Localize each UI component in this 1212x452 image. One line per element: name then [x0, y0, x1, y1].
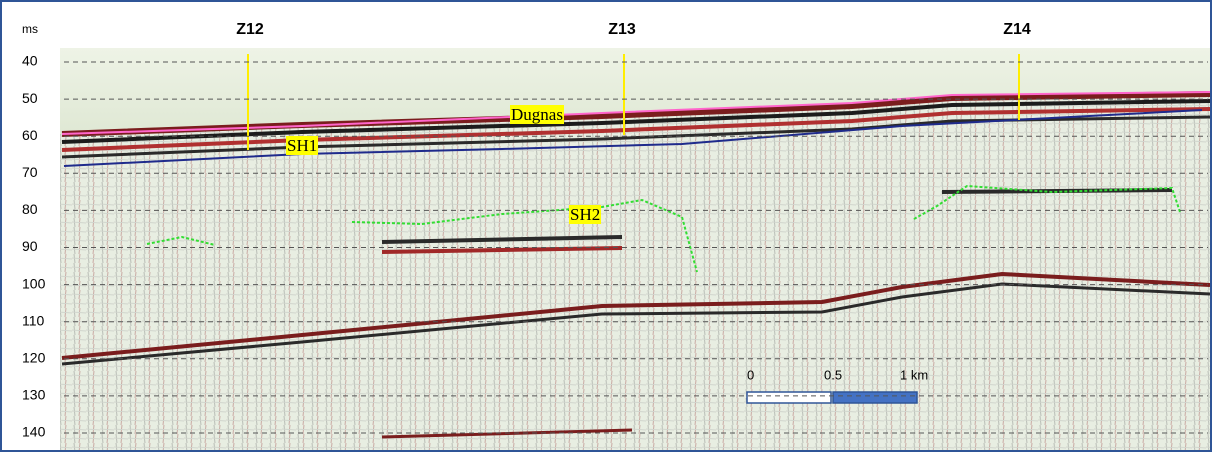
y-tick-label: 110 — [22, 312, 45, 328]
axis-panel — [2, 2, 60, 450]
axis-unit: ms — [22, 22, 38, 36]
horizon-label: SH1 — [286, 136, 318, 155]
y-tick-label: 140 — [22, 424, 46, 440]
y-tick-label: 130 — [22, 387, 46, 403]
scale-label: 0.5 — [824, 367, 842, 382]
seismic-figure: ms Z12 Z13 Z14 0 0.5 1 km 40 50 60 70 80 90 10… — [0, 0, 1212, 452]
well-label: Z13 — [608, 21, 636, 38]
seismic-section: ms Z12 Z13 Z14 0 0.5 1 km 40 50 60 70 80 90 10… — [2, 2, 1210, 450]
horizon-label: Dugnas — [510, 105, 564, 124]
y-tick-label: 60 — [22, 127, 38, 143]
horizon-label: SH2 — [569, 205, 601, 224]
scale-label: 1 km — [900, 367, 928, 382]
y-tick-label: 120 — [22, 350, 46, 366]
y-tick-label: 70 — [22, 164, 38, 180]
y-tick-label: 50 — [22, 90, 38, 106]
well-label: Z12 — [236, 21, 264, 38]
well-label: Z14 — [1003, 21, 1031, 38]
y-tick-label: 100 — [22, 275, 46, 291]
y-tick-label: 80 — [22, 201, 38, 217]
scale-label: 0 — [747, 367, 754, 382]
y-tick-label: 90 — [22, 238, 38, 254]
y-tick-label: 40 — [22, 53, 38, 69]
